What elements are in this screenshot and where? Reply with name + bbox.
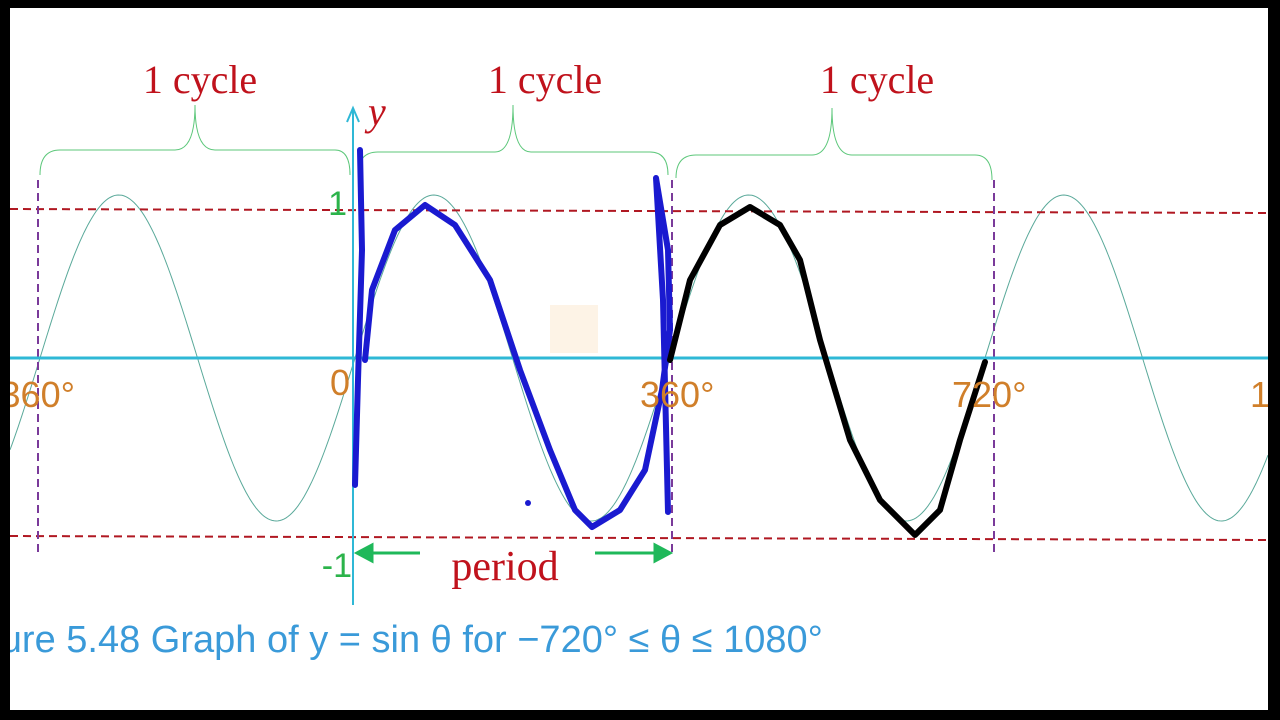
min-line <box>10 535 1268 541</box>
braces <box>39 104 993 181</box>
x-tick: -360° <box>0 374 75 415</box>
cycle-label: 1 cycle <box>143 57 257 102</box>
cycle-label: 1 cycle <box>488 57 602 102</box>
sine-curve <box>10 194 1268 522</box>
smudge <box>550 305 598 353</box>
cycle-label: 1 cycle <box>820 57 934 102</box>
period-arrows <box>353 542 674 564</box>
caption: Figure 5.48 Graph of y = sin θ for −720°… <box>0 619 823 661</box>
x-tick: 720° <box>952 374 1026 415</box>
x-tick: 1080° <box>1250 374 1280 415</box>
y-tick: 1 <box>328 185 347 223</box>
figure: 1 cycle 1 cycle 1 cycle y 1 -1 -360° 0 3… <box>0 57 1280 661</box>
max-line <box>10 208 1268 214</box>
period-label: period <box>451 544 558 590</box>
x-tick: 0 <box>330 362 350 403</box>
y-arrow <box>346 105 360 123</box>
blue-stroke <box>352 147 365 488</box>
period-lines <box>37 180 995 555</box>
y-tick: -1 <box>322 547 352 585</box>
dot <box>525 500 531 506</box>
y-label: y <box>364 89 386 134</box>
black-curve <box>667 204 988 538</box>
blue-curve <box>362 175 673 530</box>
x-tick: 360° <box>640 374 714 415</box>
